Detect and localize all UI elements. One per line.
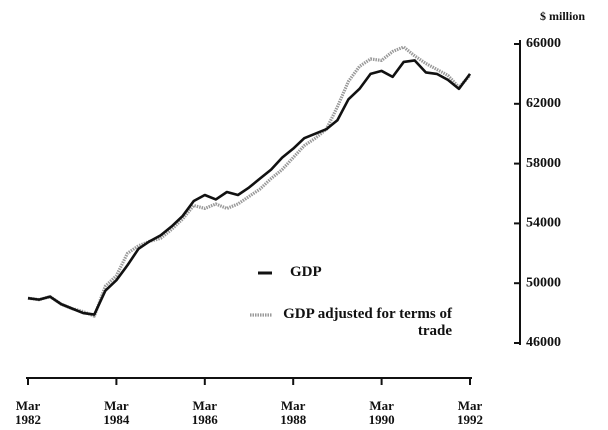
x-tick-label: Mar 1988: [280, 398, 307, 427]
y-tick-label: 58000: [526, 156, 561, 171]
y-tick-label: 66000: [526, 36, 561, 51]
y-tick-label: 54000: [526, 216, 561, 231]
x-tick-label: Mar 1992: [457, 398, 483, 427]
x-tick-label: Mar 1986: [191, 398, 218, 427]
legend-label: GDP: [290, 264, 322, 280]
series-line: [27, 45, 472, 318]
x-tick-label: Mar 1982: [15, 398, 41, 427]
legend-label: GDP adjusted for terms of trade: [283, 306, 452, 339]
x-tick-label: Mar 1984: [103, 398, 130, 427]
y-tick-label: 46000: [526, 335, 561, 350]
y-axis-unit: $ million: [540, 9, 585, 23]
y-tick-label: 62000: [526, 96, 561, 111]
y-tick-label: 50000: [526, 275, 561, 290]
series-line: [27, 59, 472, 316]
x-tick-label: Mar 1990: [368, 398, 395, 427]
